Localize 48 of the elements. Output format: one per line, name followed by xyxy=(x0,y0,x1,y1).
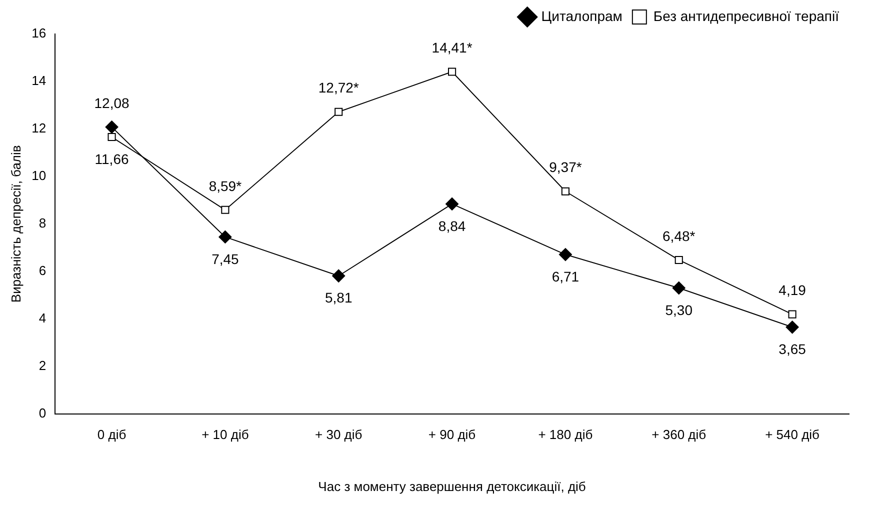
y-tick-label: 4 xyxy=(38,310,46,326)
x-axis-title: Час з моменту завершення детоксикації, діб xyxy=(318,478,586,494)
x-tick-label: + 540 діб xyxy=(765,427,820,442)
point xyxy=(332,269,346,282)
point xyxy=(105,120,118,134)
data-label: 12,72* xyxy=(318,80,360,96)
y-tick-label: 10 xyxy=(32,168,46,184)
point xyxy=(108,132,116,142)
x-tick-label: + 90 діб xyxy=(428,427,476,442)
x-tick-label: + 10 діб xyxy=(202,427,249,442)
y-tick-label: 0 xyxy=(38,405,46,420)
point xyxy=(446,197,459,210)
data-label: 6,71 xyxy=(552,268,580,284)
x-tick-label: 0 діб xyxy=(97,427,126,442)
point xyxy=(334,108,343,116)
y-tick-label: 12 xyxy=(32,120,46,136)
legend-label: Без антидепресивної терапії xyxy=(653,8,840,24)
point xyxy=(221,206,230,214)
x-tick-label: + 180 діб xyxy=(538,427,593,442)
x-tick-label: + 360 діб xyxy=(652,427,706,442)
point xyxy=(218,230,232,244)
data-label: 6,48* xyxy=(662,228,696,244)
y-axis-title: Виразність депресії, балів xyxy=(8,145,24,303)
data-label: 12,08 xyxy=(94,94,130,111)
point xyxy=(448,68,456,76)
data-label: 7,45 xyxy=(212,250,240,267)
y-tick-label: 8 xyxy=(38,215,46,230)
data-label: 11,66 xyxy=(94,150,129,167)
data-label: 5,81 xyxy=(324,290,352,306)
data-label: 4,19 xyxy=(778,282,806,298)
point xyxy=(786,320,799,334)
y-tick-label: 6 xyxy=(38,262,46,278)
point xyxy=(788,310,796,318)
data-label: 9,37* xyxy=(549,159,582,176)
y-tick-label: 14 xyxy=(32,73,46,88)
data-label: 5,30 xyxy=(665,302,693,318)
y-tick-label: 2 xyxy=(38,358,46,373)
y-tick-label: 16 xyxy=(32,26,46,41)
point xyxy=(561,187,570,196)
data-label: 8,59* xyxy=(208,178,242,194)
point xyxy=(672,281,686,294)
legend-label: Циталопрам xyxy=(541,8,622,24)
data-label: 8,84 xyxy=(438,218,466,234)
data-label: 3,65 xyxy=(778,341,806,358)
x-tick-label: + 30 діб xyxy=(315,427,362,442)
point xyxy=(558,248,572,262)
point xyxy=(674,256,683,264)
data-label: 14,41* xyxy=(432,40,473,56)
